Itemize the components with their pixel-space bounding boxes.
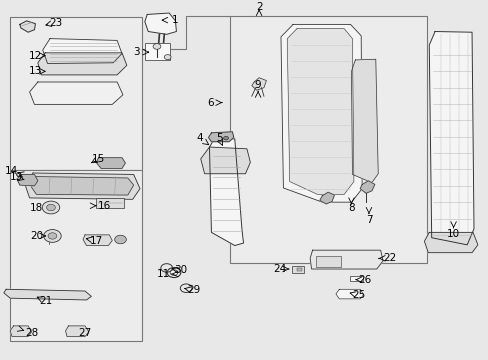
Polygon shape bbox=[424, 233, 477, 253]
Bar bbox=[96, 198, 124, 207]
Bar bbox=[291, 266, 304, 273]
Text: 28: 28 bbox=[25, 328, 38, 338]
Polygon shape bbox=[4, 289, 91, 300]
Text: 13: 13 bbox=[29, 66, 42, 76]
Text: 2: 2 bbox=[255, 2, 262, 12]
Polygon shape bbox=[351, 59, 377, 183]
Polygon shape bbox=[38, 53, 126, 75]
Text: 6: 6 bbox=[207, 98, 213, 108]
Bar bbox=[229, 15, 426, 262]
Polygon shape bbox=[335, 289, 363, 299]
Bar bbox=[10, 170, 142, 341]
Text: 11: 11 bbox=[156, 269, 169, 279]
Polygon shape bbox=[360, 181, 374, 193]
Polygon shape bbox=[31, 176, 133, 195]
Circle shape bbox=[153, 44, 161, 49]
Text: 3: 3 bbox=[133, 47, 140, 57]
Bar bbox=[10, 17, 142, 170]
Bar bbox=[350, 276, 362, 281]
Polygon shape bbox=[209, 139, 243, 246]
Polygon shape bbox=[96, 158, 125, 168]
Circle shape bbox=[164, 55, 171, 60]
Bar bbox=[316, 256, 340, 267]
Text: 8: 8 bbox=[347, 203, 354, 212]
Text: 17: 17 bbox=[89, 235, 102, 246]
Polygon shape bbox=[83, 235, 112, 246]
Polygon shape bbox=[251, 78, 266, 90]
Polygon shape bbox=[144, 13, 176, 34]
Text: 21: 21 bbox=[40, 296, 53, 306]
Polygon shape bbox=[25, 173, 140, 199]
Text: 9: 9 bbox=[254, 80, 261, 90]
Text: 23: 23 bbox=[49, 18, 62, 28]
Text: 1: 1 bbox=[171, 15, 178, 25]
Text: 26: 26 bbox=[358, 275, 371, 285]
Text: 30: 30 bbox=[173, 265, 186, 275]
Text: 18: 18 bbox=[30, 203, 43, 212]
Polygon shape bbox=[208, 132, 233, 142]
Text: 4: 4 bbox=[196, 133, 203, 143]
Polygon shape bbox=[20, 21, 35, 32]
Bar bbox=[296, 267, 301, 271]
Polygon shape bbox=[17, 175, 38, 186]
Circle shape bbox=[115, 235, 126, 244]
Circle shape bbox=[46, 204, 55, 211]
Polygon shape bbox=[309, 250, 382, 269]
Polygon shape bbox=[319, 192, 334, 204]
Text: 29: 29 bbox=[186, 285, 200, 295]
Text: 12: 12 bbox=[29, 51, 42, 61]
Circle shape bbox=[48, 233, 57, 239]
Text: 19: 19 bbox=[9, 172, 22, 182]
Polygon shape bbox=[10, 326, 31, 337]
Polygon shape bbox=[30, 82, 122, 104]
Text: 10: 10 bbox=[446, 229, 459, 239]
Polygon shape bbox=[42, 39, 122, 63]
Polygon shape bbox=[428, 32, 473, 245]
Polygon shape bbox=[281, 24, 362, 202]
Text: 5: 5 bbox=[216, 133, 222, 143]
Circle shape bbox=[42, 201, 60, 214]
Circle shape bbox=[223, 136, 228, 140]
Bar bbox=[144, 43, 170, 60]
Text: 27: 27 bbox=[78, 328, 91, 338]
Text: 15: 15 bbox=[92, 154, 105, 164]
Text: 14: 14 bbox=[4, 166, 18, 176]
Circle shape bbox=[170, 270, 178, 275]
Text: 22: 22 bbox=[383, 253, 396, 264]
Text: 16: 16 bbox=[98, 201, 111, 211]
Polygon shape bbox=[201, 147, 250, 174]
Text: 24: 24 bbox=[273, 264, 286, 274]
Polygon shape bbox=[65, 326, 89, 337]
Polygon shape bbox=[287, 29, 353, 194]
Text: 25: 25 bbox=[351, 290, 365, 300]
Text: 7: 7 bbox=[365, 215, 371, 225]
Text: 20: 20 bbox=[30, 231, 43, 241]
Circle shape bbox=[43, 230, 61, 242]
